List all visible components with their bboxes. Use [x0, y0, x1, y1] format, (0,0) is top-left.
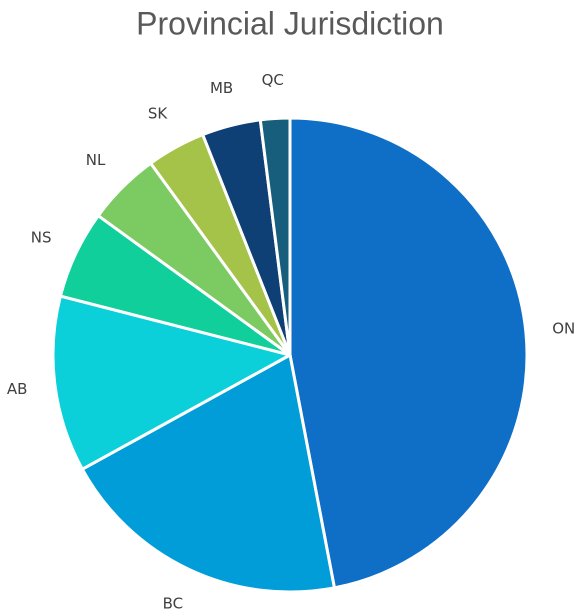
slice-label: SK: [148, 105, 169, 123]
slice-label: NS: [31, 228, 52, 246]
pie-slice: [80, 353, 336, 594]
slice-label: QC: [262, 71, 284, 89]
slice-label: ON: [552, 320, 575, 338]
slice-label: AB: [7, 380, 28, 398]
slice-label: MB: [210, 79, 233, 97]
slice-label: BC: [163, 594, 184, 612]
chart-title: Provincial Jurisdiction: [136, 5, 444, 41]
pie-slice: [258, 116, 292, 357]
pie-slice: [288, 116, 529, 590]
slice-label: NL: [86, 151, 106, 169]
pie-slice: [51, 294, 292, 471]
